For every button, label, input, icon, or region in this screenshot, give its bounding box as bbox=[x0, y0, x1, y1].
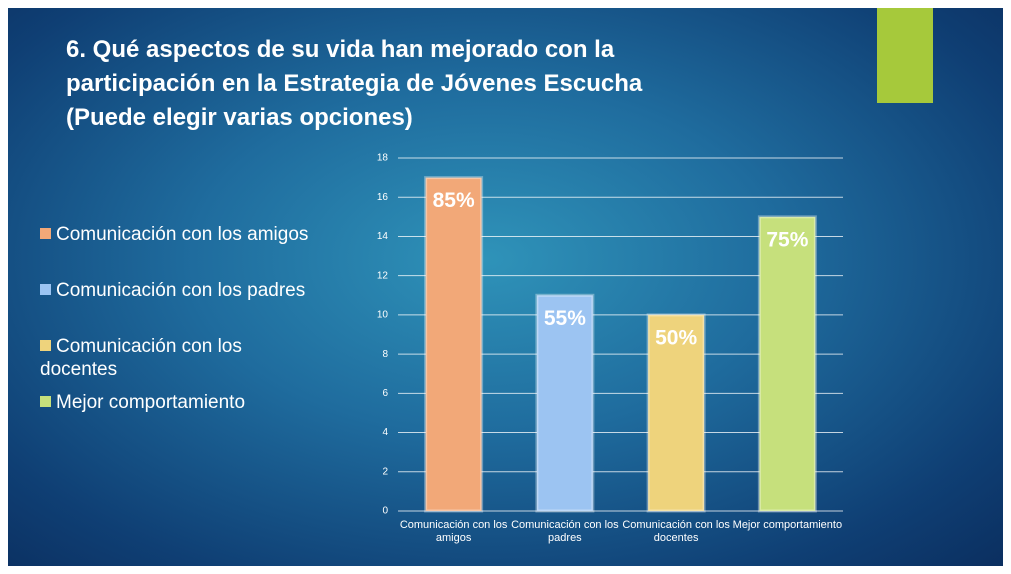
bar-annotation: 75% bbox=[766, 228, 808, 251]
legend-label: Mejor comportamiento bbox=[56, 392, 246, 413]
legend-swatch bbox=[40, 284, 51, 295]
y-tick-label: 10 bbox=[377, 310, 389, 321]
y-tick-label: 18 bbox=[377, 153, 389, 164]
title-line: (Puede elegir varias opciones) bbox=[66, 104, 413, 131]
y-tick-label: 0 bbox=[382, 506, 388, 517]
y-tick-label: 16 bbox=[377, 192, 389, 203]
bar bbox=[424, 176, 484, 513]
y-tick-label: 2 bbox=[382, 466, 388, 477]
legend-item: Mejor comportamiento bbox=[40, 391, 310, 414]
legend-item: Comunicación con los docentes bbox=[40, 335, 310, 381]
y-tick-label: 6 bbox=[382, 388, 388, 399]
x-tick-label: Comunicación con los docentes bbox=[622, 519, 730, 544]
legend-swatch bbox=[40, 228, 51, 239]
legend-label: Comunicación con los amigos bbox=[56, 224, 309, 245]
legend-swatch bbox=[40, 396, 51, 407]
legend-swatch bbox=[40, 340, 51, 351]
slide: 0 2 4 6 8 10 12 14 16 18 85% 55% 50% 75% 6. Qué aspec… bbox=[8, 8, 1003, 566]
x-tick-label: Comunicación con los padres bbox=[511, 519, 619, 544]
accent-bar bbox=[877, 8, 933, 103]
bar-annotation: 55% bbox=[544, 307, 586, 330]
bar bbox=[757, 215, 817, 513]
title-line: 6. Qué aspectos de su vida han mejorado … bbox=[66, 36, 615, 63]
bar-annotation: 85% bbox=[433, 189, 475, 212]
bar bbox=[535, 293, 595, 513]
y-tick-label: 12 bbox=[377, 270, 389, 281]
bar bbox=[646, 313, 706, 513]
legend-item: Comunicación con los amigos bbox=[40, 223, 310, 246]
y-tick-label: 8 bbox=[382, 349, 388, 360]
x-tick-label: Mejor comportamiento bbox=[732, 519, 843, 531]
legend-item: Comunicación con los padres bbox=[40, 279, 310, 302]
y-tick-label: 14 bbox=[377, 231, 389, 242]
y-tick-label: 4 bbox=[382, 427, 388, 438]
bar-annotation: 50% bbox=[655, 326, 697, 349]
legend-label: Comunicación con los padres bbox=[56, 280, 306, 301]
chart: 0 2 4 6 8 10 12 14 16 18 85% 55% 50% 75% bbox=[377, 153, 843, 517]
legend-label: Comunicación con los docentes bbox=[40, 336, 242, 380]
title-line: participación en la Estrategia de Jóvene… bbox=[66, 70, 643, 97]
x-tick-label: Comunicación con los amigos bbox=[399, 519, 508, 544]
